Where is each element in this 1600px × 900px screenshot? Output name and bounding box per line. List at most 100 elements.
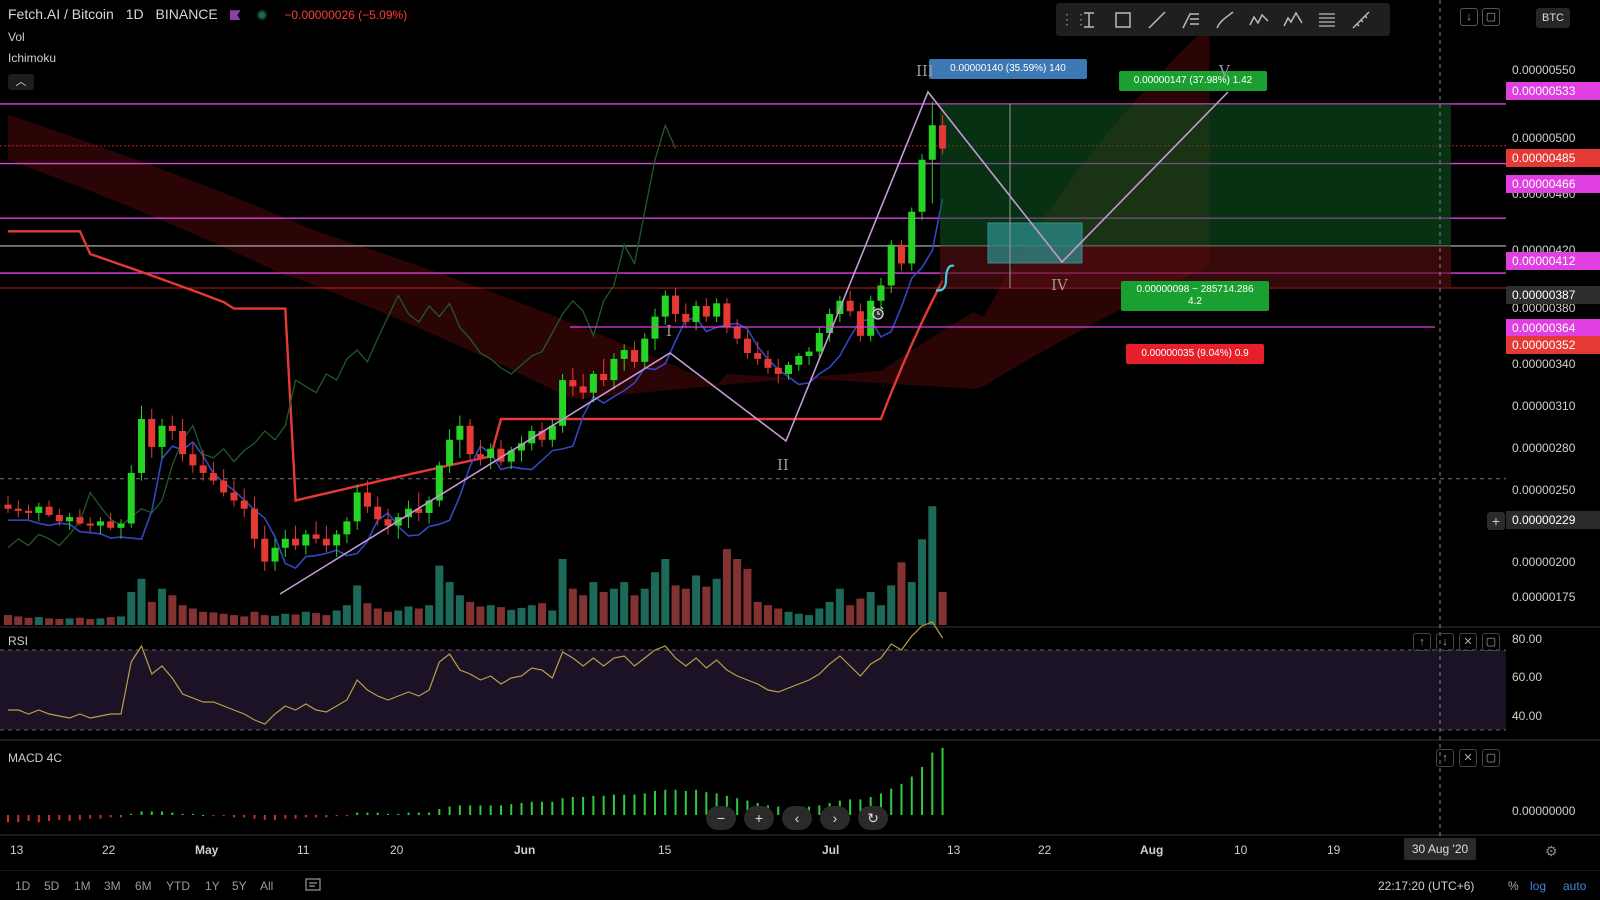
candle-body — [45, 506, 53, 516]
clock-time[interactable]: 22:17:20 (UTC+6) — [1378, 879, 1475, 893]
rsi-band — [0, 650, 1506, 730]
candle-body — [415, 508, 423, 513]
macd-label[interactable]: MACD 4C — [8, 751, 63, 765]
maximize-icon[interactable]: ▢ — [1482, 8, 1500, 26]
scroll-left-button[interactable]: ‹ — [782, 806, 812, 830]
macd-bar — [479, 805, 482, 815]
goto-date-icon[interactable] — [305, 877, 321, 891]
macd-bar — [417, 812, 420, 815]
volume-bar — [579, 595, 588, 625]
percent-toggle[interactable]: % — [1508, 879, 1519, 893]
log-toggle[interactable]: log — [1530, 879, 1547, 893]
move-pane-up-icon[interactable]: ↑ — [1436, 749, 1454, 767]
macd-bar — [397, 813, 400, 815]
text-cursor-icon[interactable] — [1072, 5, 1106, 35]
add-alert-plus-icon[interactable]: + — [1487, 512, 1505, 530]
brush-icon[interactable] — [1208, 5, 1242, 35]
range-1y[interactable]: 1Y — [205, 879, 220, 893]
macd-bar — [602, 795, 605, 815]
symbol-header[interactable]: Fetch.AI / Bitcoin 1D BINANCE −0.0000002… — [8, 6, 415, 22]
level-label: 0.00000533 — [1506, 82, 1600, 100]
range-1d[interactable]: 1D — [15, 879, 31, 893]
collapse-indicators-button[interactable]: ︿ — [8, 74, 34, 90]
macd-bar — [191, 813, 194, 815]
macd-bar — [407, 812, 410, 815]
macd-bar — [489, 805, 492, 815]
macd-bar — [541, 801, 544, 815]
macd-bar — [68, 815, 71, 821]
volume-bar — [147, 601, 156, 625]
rectangle-icon[interactable] — [1106, 5, 1140, 35]
range-ytd[interactable]: YTD — [166, 879, 190, 893]
volume-bar — [250, 611, 259, 625]
symbol-name[interactable]: Fetch.AI / Bitcoin — [8, 6, 114, 22]
volume-bar — [825, 601, 834, 625]
zoom-out-button[interactable]: − — [706, 806, 736, 830]
candles — [4, 101, 947, 571]
flag-icon[interactable] — [229, 10, 241, 21]
move-pane-down-icon[interactable]: ↓ — [1436, 633, 1454, 651]
volume-bar — [229, 615, 238, 625]
candle-body — [713, 303, 721, 317]
price-scale[interactable]: 0.00000550 0.00000500 0.00000460 0.00000… — [1506, 0, 1600, 860]
candle-body — [179, 430, 187, 455]
macd-bar — [818, 805, 821, 815]
candle-body — [630, 350, 638, 362]
elliott-wave-icon[interactable] — [1276, 5, 1310, 35]
candle-body — [610, 358, 618, 381]
download-icon[interactable]: ↓ — [1460, 8, 1478, 26]
range-6m[interactable]: 6M — [135, 879, 152, 893]
macd-bar — [643, 793, 646, 815]
price-tick: 0.00000380 — [1512, 301, 1576, 315]
gear-icon[interactable]: ⚙ — [1545, 843, 1558, 859]
scroll-right-button[interactable]: › — [820, 806, 850, 830]
volume-bar — [486, 605, 495, 625]
maximize-pane-icon[interactable]: ▢ — [1482, 633, 1500, 651]
close-pane-icon[interactable]: ✕ — [1459, 749, 1477, 767]
rsi-label[interactable]: RSI — [8, 634, 29, 648]
maximize-pane-icon[interactable]: ▢ — [1482, 749, 1500, 767]
range-1m[interactable]: 1M — [74, 879, 91, 893]
fib-icon[interactable] — [1174, 5, 1208, 35]
volume-bar — [466, 601, 475, 625]
close-pane-icon[interactable]: ✕ — [1459, 633, 1477, 651]
range-5d[interactable]: 5D — [44, 879, 60, 893]
candle-body — [240, 500, 248, 509]
candle-body — [579, 386, 587, 393]
macd-bar — [592, 795, 595, 815]
trend-line-icon[interactable] — [1140, 5, 1174, 35]
rsi-tick: 60.00 — [1512, 670, 1543, 684]
candle-body — [877, 285, 885, 301]
alarm-clock-icon[interactable] — [871, 306, 885, 320]
time-tick: Aug — [1140, 843, 1164, 857]
range-3m[interactable]: 3M — [104, 879, 121, 893]
gann-icon[interactable] — [1310, 5, 1344, 35]
candle-body — [405, 508, 413, 518]
macd-bar — [304, 815, 307, 818]
drawing-toolbar: ⋮⋮ — [1056, 3, 1390, 36]
auto-toggle[interactable]: auto — [1563, 879, 1587, 893]
volume-bar — [373, 608, 382, 625]
move-pane-up-icon[interactable]: ↑ — [1413, 633, 1431, 651]
volume-bar — [887, 585, 896, 625]
range-all[interactable]: All — [260, 879, 274, 893]
pattern-icon[interactable] — [1242, 5, 1276, 35]
candle-body — [353, 492, 361, 522]
interval-label[interactable]: 1D — [125, 6, 144, 22]
grip-icon[interactable]: ⋮⋮ — [1060, 11, 1088, 27]
candle-body — [826, 313, 834, 334]
candle-body — [158, 425, 166, 447]
range-5y[interactable]: 5Y — [232, 879, 247, 893]
macd-bar — [315, 815, 318, 818]
chart-nav-controls: − + ‹ › ↻ — [706, 806, 892, 830]
reset-chart-button[interactable]: ↻ — [858, 806, 888, 830]
zoom-in-button[interactable]: + — [744, 806, 774, 830]
indicator-vol[interactable]: Vol — [8, 30, 25, 44]
volume-bar — [620, 582, 629, 625]
macd-bar — [879, 793, 882, 815]
measure-icon[interactable] — [1344, 5, 1378, 35]
indicator-ichimoku[interactable]: Ichimoku — [8, 51, 57, 65]
wave-label-4: IV — [1051, 276, 1068, 294]
currency-badge[interactable]: BTC — [1536, 8, 1570, 28]
